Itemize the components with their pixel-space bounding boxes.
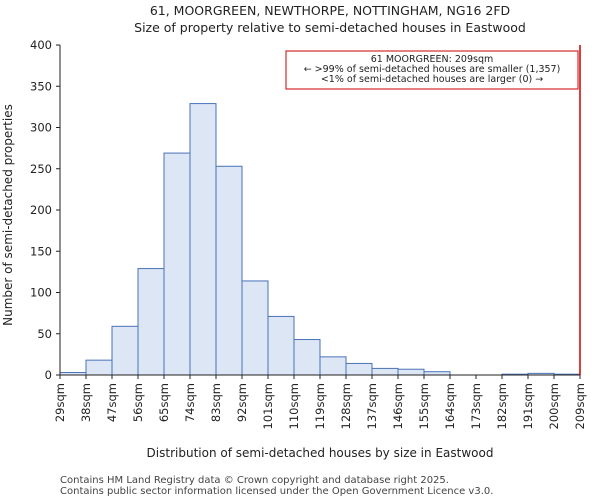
y-tick-label-100: 100	[30, 286, 52, 300]
bar-65sqm	[163, 152, 191, 376]
x-tick-label-47sqm: 47sqm	[105, 383, 119, 422]
bar-110sqm	[293, 339, 321, 376]
x-tick-label-173sqm: 173sqm	[469, 383, 483, 429]
bar-137sqm	[371, 367, 399, 376]
x-tick-label-164sqm: 164sqm	[443, 383, 457, 429]
x-tick-label-191sqm: 191sqm	[521, 383, 535, 429]
bar-92sqm	[241, 280, 269, 376]
bar-38sqm	[85, 359, 113, 376]
y-tick-label-250: 250	[30, 162, 52, 176]
x-tick-label-155sqm: 155sqm	[417, 383, 431, 429]
plot-area: 0 50 100 150 200 250 300 350 400 29sqm 38sqm 47sqm 5…	[30, 38, 587, 429]
x-tick-label-119sqm: 119sqm	[313, 383, 327, 429]
y-tick-label-150: 150	[30, 244, 52, 258]
y-tick-label-300: 300	[30, 121, 52, 135]
y-tick-label-200: 200	[30, 203, 52, 217]
bar-74sqm	[189, 103, 217, 376]
x-tick-label-200sqm: 200sqm	[547, 383, 561, 429]
bar-47sqm	[111, 325, 139, 376]
x-tick-label-146sqm: 146sqm	[391, 383, 405, 429]
chart-title: 61, MOORGREEN, NEWTHORPE, NOTTINGHAM, NG…	[150, 3, 510, 18]
annotation-line-1: 61 MOORGREEN: 209sqm	[371, 54, 494, 65]
chart-subtitle: Size of property relative to semi-detach…	[134, 20, 526, 35]
y-tick-label-400: 400	[30, 38, 52, 52]
x-tick-label-92sqm: 92sqm	[235, 383, 249, 422]
x-tick-label-101sqm: 101sqm	[261, 383, 275, 429]
x-tick-label-65sqm: 65sqm	[157, 383, 171, 422]
x-tick-label-74sqm: 74sqm	[183, 383, 197, 422]
x-tick-label-29sqm: 29sqm	[53, 383, 67, 422]
x-tick-label-209sqm: 209sqm	[573, 383, 587, 429]
y-tick-label-50: 50	[37, 327, 52, 341]
bar-128sqm	[345, 362, 373, 376]
y-tick-label-350: 350	[30, 79, 52, 93]
y-tick-label-0: 0	[45, 368, 52, 382]
bar-146sqm	[397, 368, 425, 376]
annotation-line-2: ← >99% of semi-detached houses are small…	[304, 64, 561, 75]
x-tick-label-128sqm: 128sqm	[339, 383, 353, 429]
footer-line-2: Contains public sector information licen…	[60, 486, 493, 497]
x-tick-label-83sqm: 83sqm	[209, 383, 223, 422]
x-tick-label-182sqm: 182sqm	[495, 383, 509, 429]
annotation-line-3: <1% of semi-detached houses are larger (…	[321, 74, 543, 85]
annotation-box	[285, 50, 579, 90]
bar-101sqm	[267, 315, 295, 376]
x-tick-label-56sqm: 56sqm	[131, 383, 145, 422]
bar-56sqm	[137, 268, 165, 376]
bar-119sqm	[319, 356, 347, 376]
bar-83sqm	[215, 165, 243, 376]
footer-line-1: Contains HM Land Registry data © Crown c…	[60, 475, 449, 486]
y-axis-label: Number of semi-detached properties	[1, 104, 15, 326]
x-tick-label-137sqm: 137sqm	[365, 383, 379, 429]
x-axis-label: Distribution of semi-detached houses by …	[147, 446, 494, 460]
x-tick-label-110sqm: 110sqm	[287, 383, 301, 429]
x-tick-label-38sqm: 38sqm	[79, 383, 93, 422]
